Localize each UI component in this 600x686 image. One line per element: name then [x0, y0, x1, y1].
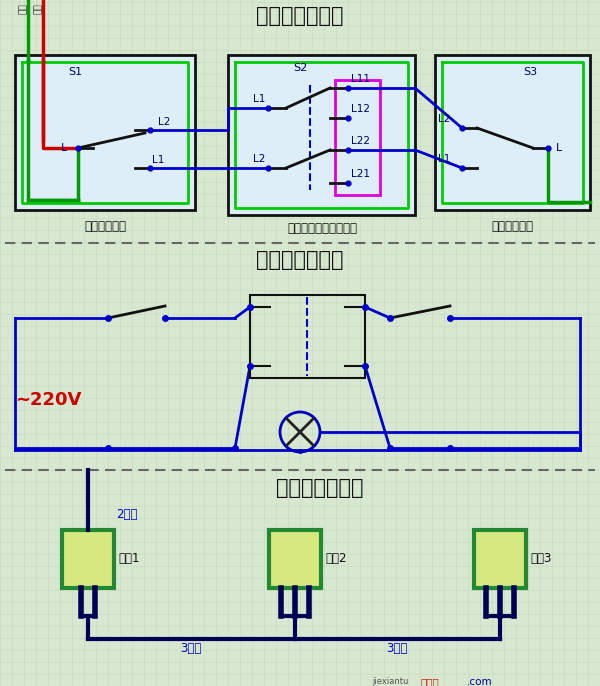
Bar [474, 530, 526, 588]
Text: 单开双控开关: 单开双控开关 [84, 220, 126, 233]
Text: 三控开关布线图: 三控开关布线图 [276, 478, 364, 498]
Text: L2: L2 [158, 117, 170, 127]
Text: S3: S3 [523, 67, 537, 77]
Bar [435, 55, 590, 210]
Text: L: L [556, 143, 562, 153]
Text: 3根线: 3根线 [386, 643, 407, 656]
Text: L21: L21 [351, 169, 370, 179]
Text: 开关2: 开关2 [325, 552, 347, 565]
Text: L1: L1 [437, 154, 450, 164]
Text: L2: L2 [437, 114, 450, 124]
Text: L2: L2 [253, 154, 265, 164]
Text: S2: S2 [293, 63, 307, 73]
Text: L12: L12 [351, 104, 370, 114]
Text: 开关3: 开关3 [530, 552, 551, 565]
Text: L: L [61, 143, 67, 153]
Text: 相线: 相线 [19, 3, 28, 14]
Text: S1: S1 [68, 67, 82, 77]
Text: 2根线: 2根线 [116, 508, 137, 521]
Bar [15, 55, 195, 210]
Text: ~220V: ~220V [15, 391, 82, 409]
Text: 3根线: 3根线 [181, 643, 202, 656]
Text: L11: L11 [351, 74, 370, 84]
Bar [335, 80, 380, 195]
Text: L1: L1 [253, 94, 265, 104]
Bar [228, 55, 415, 215]
Text: 火线: 火线 [34, 3, 43, 14]
Text: .com: .com [467, 677, 493, 686]
Bar [62, 530, 114, 588]
Text: 三控开关接线图: 三控开关接线图 [256, 6, 344, 26]
Text: 单开双控开关: 单开双控开关 [491, 220, 533, 233]
Text: L22: L22 [351, 136, 370, 146]
Text: L1: L1 [152, 155, 164, 165]
Text: 接线图: 接线图 [421, 677, 439, 686]
Bar [250, 295, 365, 378]
Bar [269, 530, 321, 588]
Text: 开关1: 开关1 [118, 552, 139, 565]
Text: 三控开关原理图: 三控开关原理图 [256, 250, 344, 270]
Text: 中途开关（三控开关）: 中途开关（三控开关） [287, 222, 357, 235]
Text: jiexiantu: jiexiantu [372, 678, 408, 686]
